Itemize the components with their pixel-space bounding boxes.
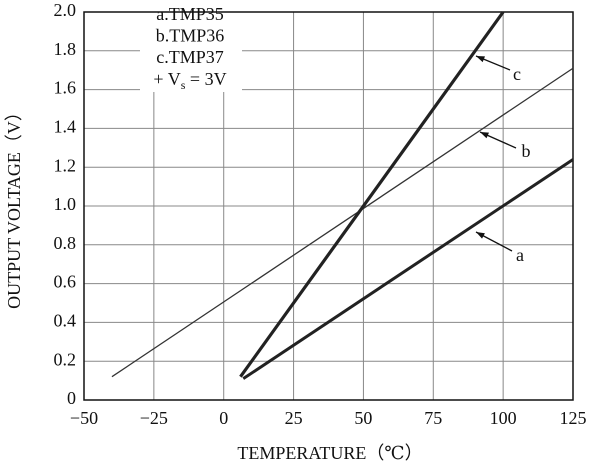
series-label: a (516, 245, 524, 265)
y-tick-label: 1.2 (54, 155, 77, 175)
annotation-arrowhead (476, 232, 485, 239)
y-tick-label: 0.4 (54, 311, 77, 331)
y-tick-label: 2.0 (54, 0, 77, 20)
x-tick-label: 75 (424, 408, 442, 428)
y-tick-label: 0 (67, 388, 76, 408)
x-axis-label: TEMPERATURE（℃） (237, 443, 422, 463)
x-tick-label: −25 (140, 408, 168, 428)
legend-entry: b.TMP36 (156, 26, 225, 46)
x-tick-label: 50 (354, 408, 372, 428)
legend-entry: a.TMP35 (156, 4, 224, 24)
supply-label-part: + V (153, 69, 180, 89)
supply-label-part: = 3V (185, 69, 226, 89)
y-tick-label: 1.6 (54, 78, 77, 98)
x-tick-label: 100 (490, 408, 517, 428)
legend-background (140, 6, 242, 92)
series-line (242, 158, 574, 380)
x-tick-label: 125 (560, 408, 587, 428)
supply-label: + Vs = 3V (153, 69, 226, 92)
x-tick-label: 25 (285, 408, 303, 428)
plot-border (83, 11, 574, 401)
x-tick-label: −50 (70, 408, 98, 428)
y-tick-label: 1.0 (54, 194, 77, 214)
x-tick-label: 0 (219, 408, 228, 428)
y-tick-label: 1.4 (54, 117, 77, 137)
y-tick-label: 0.2 (54, 349, 77, 369)
y-tick-label: 0.8 (54, 233, 77, 253)
annotation-arrowhead (476, 56, 485, 63)
series-label: c (513, 64, 521, 84)
y-tick-label: 0.6 (54, 272, 77, 292)
supply-label-part: s (181, 78, 186, 92)
annotation-arrowhead (480, 132, 489, 139)
y-tick-label: 1.8 (54, 39, 77, 59)
legend-entry: c.TMP37 (156, 47, 224, 67)
series-line (239, 11, 505, 378)
series-line (111, 67, 574, 378)
y-axis-label: OUTPUT VOLTAGE（V） (4, 103, 24, 309)
series-label: b (522, 141, 531, 161)
